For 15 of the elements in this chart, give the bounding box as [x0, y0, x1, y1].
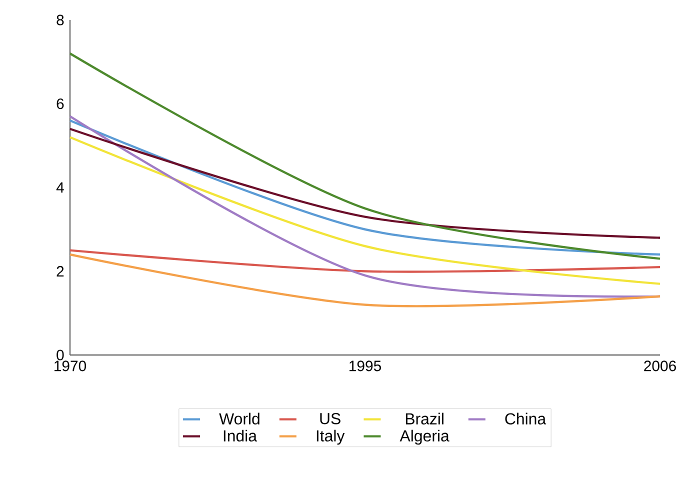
legend-label: Algeria	[400, 430, 450, 445]
x-tick-label: 1995	[350, 360, 381, 372]
legend-label: China	[505, 412, 546, 424]
y-tick-label: 6	[56, 98, 64, 110]
legend-label: Brazil	[406, 412, 444, 424]
legend-label: Italy	[316, 430, 345, 445]
x-tick-label: 1970	[54, 360, 86, 372]
x-tick-label: 2006	[644, 360, 676, 372]
legend-label: World	[219, 412, 260, 424]
y-tick-label: 8	[56, 14, 64, 26]
y-tick-label: 4	[56, 182, 64, 193]
y-tick-label: 2	[56, 266, 64, 276]
y-tick-label: 0	[56, 350, 64, 360]
legend-label: India	[224, 430, 257, 442]
legend-label: US	[320, 413, 340, 424]
